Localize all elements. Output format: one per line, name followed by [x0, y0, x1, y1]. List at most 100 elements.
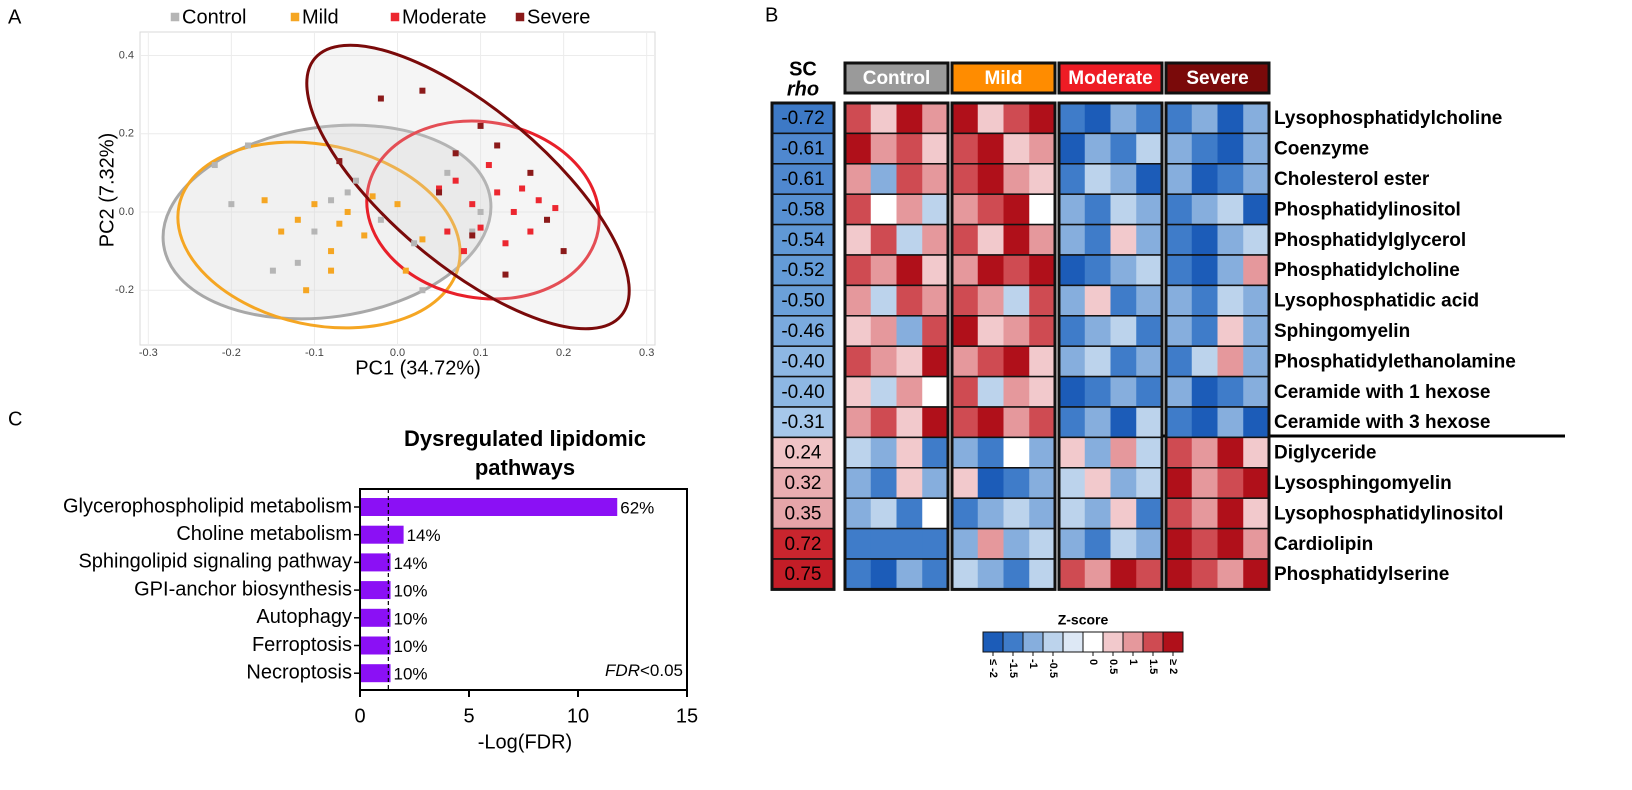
heat-cell	[1217, 133, 1244, 164]
heat-cell	[922, 103, 949, 134]
point	[477, 122, 484, 129]
heat-cell	[952, 376, 979, 407]
ellipse-severe	[305, 43, 631, 331]
point	[494, 142, 501, 149]
heat-cell	[1029, 194, 1056, 225]
category-label: Sphingolipid signaling pathway	[78, 551, 352, 573]
heat-cell	[1243, 224, 1270, 255]
rho-cell	[771, 102, 835, 135]
heat-cell	[1243, 407, 1270, 438]
point	[444, 228, 451, 235]
heat-cell	[977, 103, 1004, 134]
heat-cell	[1003, 224, 1030, 255]
heat-cell	[1059, 133, 1086, 164]
legend-label: Mild	[302, 6, 339, 28]
x-tick-label: 10	[567, 705, 589, 727]
heat-cell	[1084, 346, 1111, 377]
heat-cell	[896, 285, 923, 316]
heat-cell	[922, 528, 949, 559]
heat-cell	[1003, 528, 1030, 559]
heat-cell	[1191, 255, 1218, 286]
heat-cell	[870, 103, 897, 134]
colorbar-label: 1.5	[1147, 659, 1159, 674]
heat-cell	[1003, 559, 1030, 590]
heat-cell	[1084, 315, 1111, 347]
point	[502, 271, 509, 278]
rho-label: -0.54	[781, 230, 825, 251]
heat-cell	[922, 194, 949, 225]
heat-cell	[952, 559, 979, 590]
heat-cell	[1136, 346, 1163, 377]
heat-cell	[1136, 103, 1163, 134]
heat-cell	[1243, 467, 1270, 499]
heat-cell	[922, 346, 949, 377]
point	[369, 193, 376, 200]
colorbar-label: -1.5	[1007, 659, 1019, 678]
heat-cell	[845, 346, 872, 377]
heat-cell	[1217, 407, 1244, 438]
rho-label: 0.72	[785, 534, 822, 555]
heat-cell	[1166, 194, 1193, 225]
bar	[360, 581, 391, 600]
heat-cell	[952, 528, 979, 559]
x-tick-label: 0.1	[473, 347, 488, 359]
heat-cell	[896, 376, 923, 407]
heat-cell	[977, 346, 1004, 377]
point	[460, 248, 467, 255]
heat-cell	[1243, 103, 1270, 134]
heat-cell	[952, 437, 979, 468]
legend-swatch	[169, 11, 181, 23]
point	[269, 267, 276, 274]
heat-cell	[1084, 559, 1111, 590]
heat-cell	[952, 103, 979, 134]
heat-cell	[1110, 528, 1137, 559]
heat-cell	[1243, 346, 1270, 377]
heat-cell	[1110, 163, 1137, 195]
rho-outline	[770, 101, 836, 591]
heat-cell	[1110, 285, 1137, 316]
heat-cell	[1191, 133, 1218, 164]
heat-cell	[952, 467, 979, 499]
annotation-italic: FDR	[605, 661, 640, 680]
row-label: Sphingomyelin	[1274, 321, 1410, 342]
heat-cell	[922, 133, 949, 164]
colorbar-label: 0.5	[1107, 659, 1119, 674]
heat-cell	[922, 315, 949, 347]
heat-cell	[845, 528, 872, 559]
heat-cell	[1243, 315, 1270, 347]
heat-cell	[1110, 224, 1137, 255]
point	[344, 189, 351, 196]
heat-cell	[1166, 315, 1193, 347]
heat-cell	[870, 224, 897, 255]
heat-cell	[1217, 255, 1244, 286]
row-label: Cardiolipin	[1274, 534, 1373, 555]
x-tick-label: 5	[463, 705, 474, 727]
rho-label: -0.46	[781, 321, 824, 342]
heat-cell	[922, 163, 949, 195]
heat-cell	[870, 498, 897, 529]
point	[352, 177, 359, 184]
legend-label: Severe	[527, 6, 590, 28]
row-label: Ceramide with 3 hexose	[1274, 412, 1490, 433]
panel-label: A	[8, 6, 22, 28]
heat-cell	[845, 255, 872, 286]
heat-cell	[952, 224, 979, 255]
heat-cell	[1136, 315, 1163, 347]
heat-cell	[1084, 133, 1111, 164]
heat-cell	[1191, 285, 1218, 316]
heat-cell	[1166, 133, 1193, 164]
heat-cell	[952, 315, 979, 347]
heat-cell	[1166, 103, 1193, 134]
heat-cell	[896, 467, 923, 499]
rho-label: -0.40	[781, 382, 824, 403]
group-label: Control	[863, 68, 931, 89]
heat-cell	[1003, 285, 1030, 316]
heat-cell	[870, 437, 897, 468]
rho-label: 0.35	[785, 503, 822, 524]
heat-cell	[1191, 559, 1218, 590]
heat-cell	[1217, 376, 1244, 407]
heat-cell	[1029, 437, 1056, 468]
heat-cell	[1059, 376, 1086, 407]
point	[411, 240, 418, 247]
